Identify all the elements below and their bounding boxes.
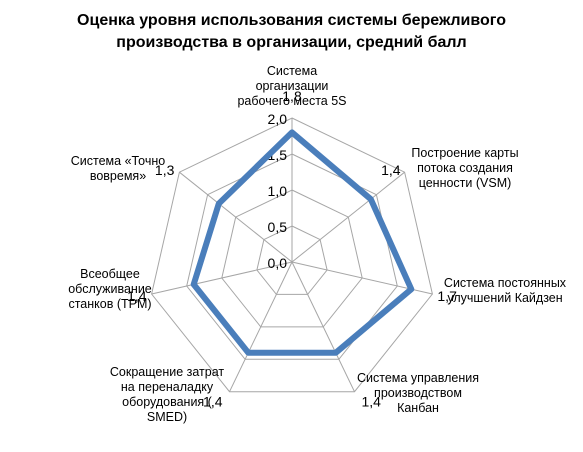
category-label-5-line-2: станков (TPM) xyxy=(68,297,151,311)
category-label-0-line-2: рабочего места 5S xyxy=(237,94,346,108)
category-label-0-line-1: организации xyxy=(256,79,329,93)
grid-ring-1 xyxy=(256,225,328,295)
category-label-2-line-1: улучшений Кайдзен xyxy=(447,291,562,305)
category-label-2-line-0: Система постоянных xyxy=(444,276,567,290)
grid-ring-4 xyxy=(151,117,433,393)
chart-title: Оценка уровня использования системы бере… xyxy=(0,10,583,54)
category-label-6-line-0: Система «Точно xyxy=(71,154,166,168)
category-label-1-line-0: Построение карты xyxy=(411,146,518,160)
axis-spoke-5 xyxy=(151,261,293,295)
axis-spoke-4 xyxy=(229,261,293,392)
category-label-3-line-2: Канбан xyxy=(397,401,439,415)
category-label-4-line-0: Сокращение затрат xyxy=(110,365,225,379)
axis-spoke-3 xyxy=(291,261,355,392)
category-label-6-line-1: вовремя» xyxy=(90,169,146,183)
tick-label-1: 0,5 xyxy=(268,219,288,235)
value-label-1: 1,4 xyxy=(381,162,401,178)
series-line-0 xyxy=(190,129,415,356)
value-label-3: 1,4 xyxy=(362,394,382,410)
category-label-1-line-2: ценности (VSM) xyxy=(419,176,512,190)
category-label-3-line-0: Система управления xyxy=(357,371,479,385)
category-label-4-line-1: на переналадку xyxy=(121,380,214,394)
grid-ring-3 xyxy=(186,153,398,360)
value-label-2: 1,7 xyxy=(437,288,457,304)
tick-label-0: 0,0 xyxy=(268,255,288,271)
axis-spoke-6 xyxy=(179,171,293,263)
category-label-5-line-0: Всеобщее xyxy=(80,267,140,281)
grid-ring-2 xyxy=(221,189,363,328)
category-label-0-line-0: Система xyxy=(267,64,317,78)
value-label-4: 1,4 xyxy=(203,394,223,410)
chart-title-line-2: производства в организации, средний балл xyxy=(116,34,467,51)
tick-label-2: 1,0 xyxy=(268,183,288,199)
category-label-1-line-1: потока создания xyxy=(417,161,513,175)
category-label-3-line-1: производством xyxy=(374,386,462,400)
chart-title-line-1: Оценка уровня использования системы бере… xyxy=(77,12,506,29)
value-label-5: 1,4 xyxy=(127,288,147,304)
category-label-4-line-3: SMED) xyxy=(147,410,187,424)
value-label-6: 1,3 xyxy=(155,162,175,178)
category-label-5-line-1: обслуживание xyxy=(68,282,152,296)
value-label-0: 1,8 xyxy=(282,88,302,104)
axis-spoke-1 xyxy=(291,171,405,263)
tick-label-4: 2,0 xyxy=(268,111,288,127)
category-label-4-line-2: оборудования ( xyxy=(122,395,213,409)
